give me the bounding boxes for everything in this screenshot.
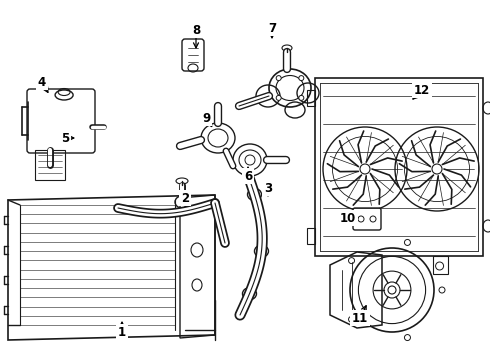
Ellipse shape (439, 287, 445, 293)
Text: 5: 5 (61, 131, 69, 144)
Text: 7: 7 (268, 22, 276, 35)
Ellipse shape (276, 76, 281, 81)
Ellipse shape (384, 282, 400, 298)
Ellipse shape (432, 164, 442, 174)
FancyBboxPatch shape (182, 39, 204, 71)
Ellipse shape (299, 76, 304, 81)
Text: 1: 1 (118, 325, 126, 338)
Text: 8: 8 (192, 23, 200, 36)
Text: 4: 4 (38, 76, 46, 89)
Text: 12: 12 (414, 84, 430, 96)
Text: 2: 2 (181, 192, 189, 204)
Ellipse shape (360, 164, 370, 174)
FancyBboxPatch shape (27, 89, 95, 153)
Ellipse shape (299, 95, 304, 100)
Ellipse shape (245, 155, 255, 165)
Text: 9: 9 (202, 112, 210, 125)
FancyBboxPatch shape (353, 208, 381, 230)
Text: 3: 3 (264, 181, 272, 194)
Ellipse shape (276, 95, 281, 100)
Ellipse shape (404, 334, 411, 341)
Text: 11: 11 (352, 311, 368, 324)
Text: 6: 6 (244, 170, 252, 183)
Text: 10: 10 (340, 211, 356, 225)
Ellipse shape (348, 258, 355, 264)
Ellipse shape (404, 239, 411, 246)
Ellipse shape (348, 316, 355, 323)
